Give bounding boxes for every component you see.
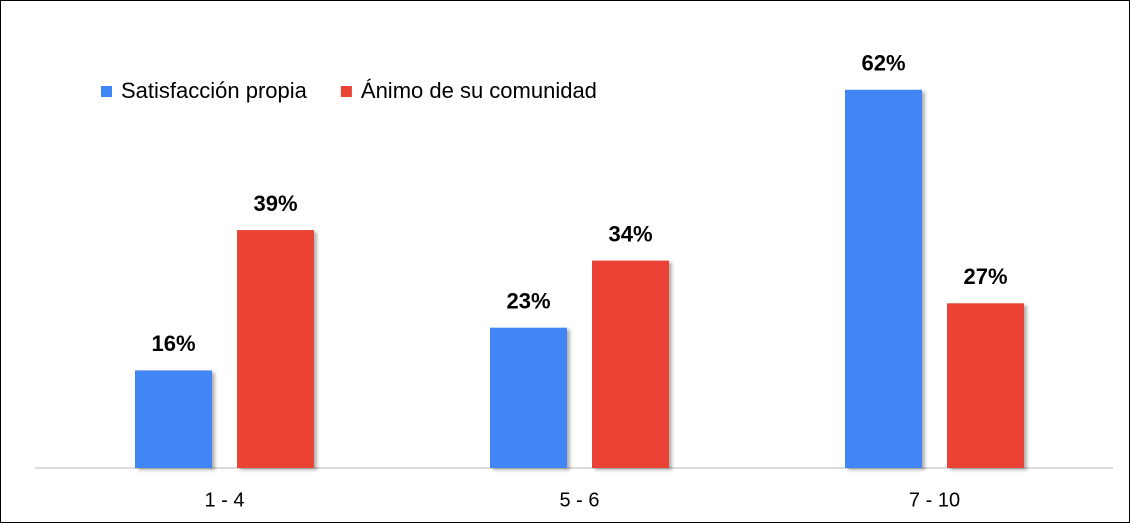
value-label: 39% [253,191,297,216]
x-tick-label: 7 - 10 [909,489,960,511]
bar [947,303,1024,468]
bar [490,327,567,468]
value-label: 16% [151,331,195,356]
value-label: 27% [963,264,1007,289]
legend-swatch [101,86,112,97]
x-tick-label: 5 - 6 [559,489,599,511]
bar [237,230,314,468]
value-label: 34% [608,221,652,246]
value-label: 62% [861,51,905,76]
legend-swatch [340,86,352,97]
value-label: 23% [506,289,550,314]
bar [592,260,669,468]
bar [135,370,212,468]
legend-label: Satisfacción propia [121,78,308,103]
bar [845,89,922,469]
legend-label: Ánimo de su comunidad [361,78,597,103]
x-tick-label: 1 - 4 [204,489,244,511]
